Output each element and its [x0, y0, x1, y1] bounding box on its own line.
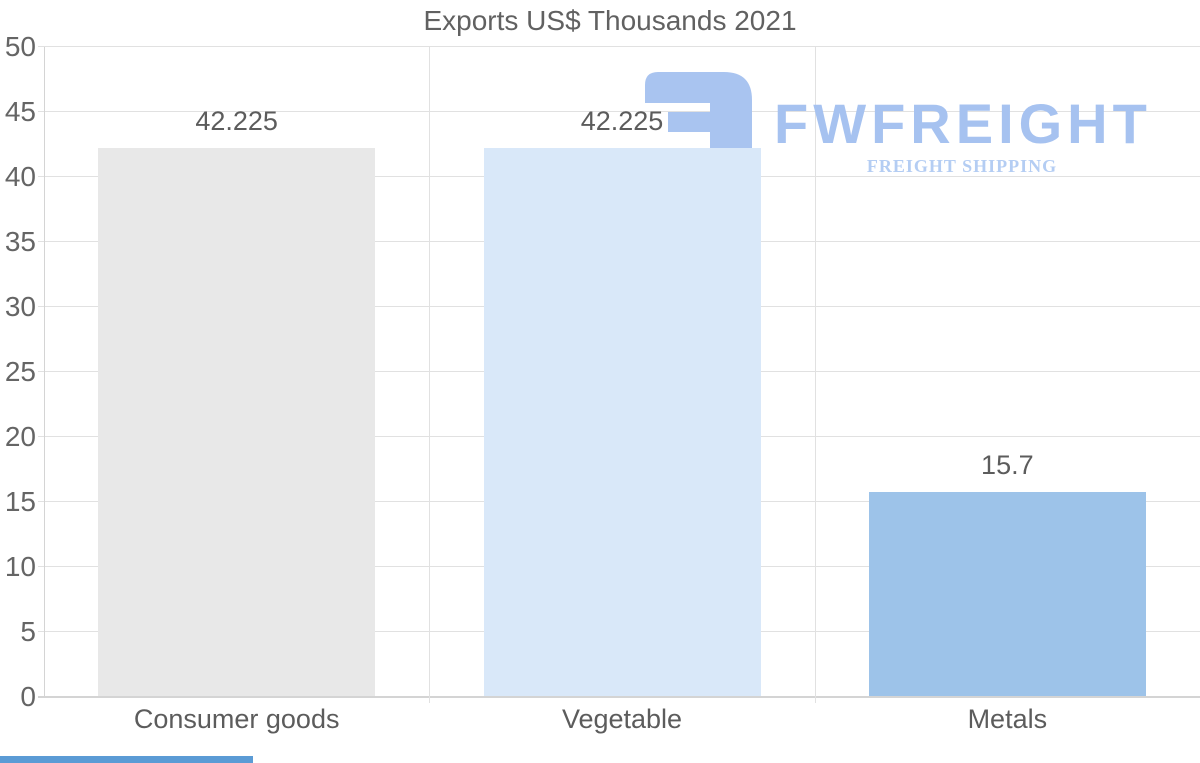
x-axis-label-vegetable: Vegetable [561, 704, 683, 734]
bar-vegetable[interactable] [483, 147, 761, 697]
y-tick-label: 15 [4, 485, 36, 517]
y-tick-label: 50 [4, 30, 36, 62]
bottom-blue-strip [0, 756, 253, 763]
value-label-vegetable: 42.225 [580, 105, 664, 136]
value-label-metals: 15.7 [981, 450, 1034, 481]
y-tick-label: 30 [4, 290, 36, 322]
bar-metals[interactable] [868, 492, 1146, 697]
y-tick-label: 0 [20, 680, 36, 712]
y-tick-label: 45 [4, 95, 36, 127]
value-label-consumer-goods: 42.225 [195, 105, 278, 136]
gridline [38, 111, 1200, 112]
category-separator-line [814, 46, 816, 703]
x-axis-line [38, 695, 1200, 698]
y-tick-label: 20 [4, 420, 36, 452]
y-tick-label: 25 [4, 355, 36, 387]
bar-consumer-goods[interactable] [98, 147, 376, 697]
y-tick-label: 35 [4, 225, 36, 257]
gridline [38, 46, 1200, 47]
y-tick-label: 40 [4, 160, 36, 192]
category-separator-line [429, 46, 431, 703]
y-axis-line [44, 46, 45, 697]
x-axis-label-consumer-goods: Consumer goods [133, 704, 340, 734]
chart-title: Exports US$ Thousands 2021 [423, 5, 797, 36]
y-tick-label: 10 [4, 550, 36, 582]
x-axis-label-metals: Metals [967, 704, 1048, 734]
y-tick-label: 5 [20, 615, 36, 647]
